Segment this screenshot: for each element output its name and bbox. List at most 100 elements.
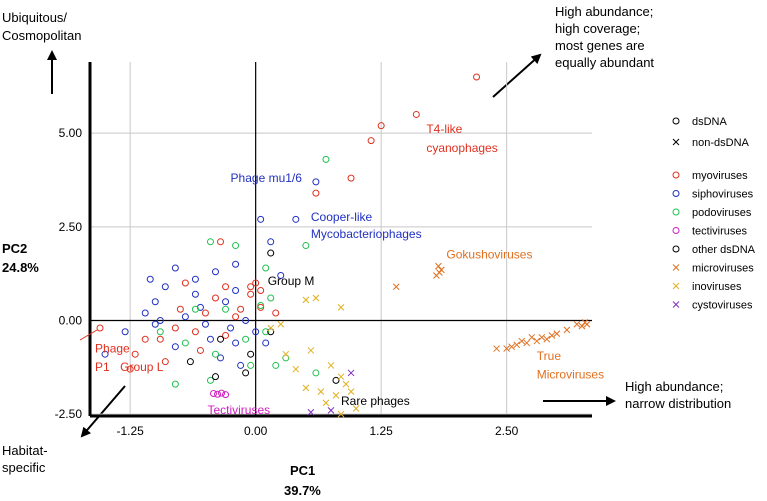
annotation-label: Gokushoviruses [446,248,532,262]
point-microviruses-stroke-b [392,283,400,291]
legend: dsDNA non-dsDNA myoviruses siphoviruses podo… [672,116,756,312]
point-inoviruses [337,410,345,418]
arrow-up-right-high-coverage [492,53,542,98]
point-inoviruses [317,388,325,396]
point-microviruses-stroke-b [518,337,526,345]
legend-marker [672,171,680,179]
note-cosmopolitan-line1: Ubiquitous/ [2,10,67,25]
point-myoviruses [141,335,149,343]
x-axis-percent: 39.7% [284,483,321,498]
legend-label: tectiviruses [692,226,748,238]
legend-label: microviruses [692,263,754,275]
point-myoviruses [232,313,240,321]
annotation-label: Group L [120,360,164,374]
point-siphoviruses [171,343,179,351]
y-tick-label: 5.00 [59,126,83,140]
axis-layer [88,62,592,418]
legend-marker [672,117,680,125]
point-microviruses [548,332,556,339]
point-siphoviruses [156,316,164,324]
point-siphoviruses [151,298,159,306]
point-microviruses-stroke-b [543,335,551,343]
point-siphoviruses [312,178,320,186]
point-inoviruses-stroke-b [347,388,355,396]
point-microviruses-stroke-b [523,339,531,347]
point-podoviruses [171,380,179,388]
point-myoviruses [347,174,355,182]
point-other-dsdna [247,350,255,358]
annotation-label: Microviruses [537,368,604,382]
point-inoviruses [332,392,340,399]
point-inoviruses [282,350,290,358]
annotation-label: Phage mu1/6 [231,171,303,185]
point-podoviruses [206,238,214,246]
point-inoviruses-stroke-b [317,388,325,396]
point-myoviruses [171,324,179,332]
legend-label: non-dsDNA [692,137,750,149]
point-inoviruses [322,399,330,407]
point-podoviruses [191,305,199,313]
point-myoviruses [161,358,169,366]
point-cystoviruses-stroke-b [327,407,335,414]
point-other-dsdna [212,373,219,381]
point-microviruses [433,272,440,279]
point-inoviruses-stroke-b [282,350,290,358]
point-myoviruses [237,305,245,313]
point-microviruses [563,326,571,334]
point-microviruses-stroke-b [433,272,440,279]
point-siphoviruses [237,361,245,369]
note-cosmopolitan-line2: Cosmopolitan [2,28,82,43]
point-podoviruses [322,155,330,163]
y-axis-percent: 24.8% [2,260,39,275]
point-microviruses [392,283,400,291]
note-high-coverage-line2: high coverage; [555,21,640,36]
annotation-label: T4-like [426,122,462,136]
point-myoviruses [181,279,189,287]
point-microviruses-stroke-b [581,318,589,326]
point-siphoviruses [277,272,285,280]
point-inoviruses-stroke-b [312,294,320,302]
point-myoviruses [377,122,385,130]
point-siphoviruses [191,275,199,283]
point-podoviruses [312,369,320,377]
point-inoviruses-stroke-b [337,373,345,381]
point-siphoviruses [161,283,169,291]
annotation-label: Cooper-like [311,210,373,224]
point-myoviruses [156,335,164,343]
point-myoviruses [96,324,104,332]
note-narrow-distribution-line2: narrow distribution [625,396,731,411]
point-microviruses-stroke-b [533,337,541,345]
point-microviruses-stroke-b [435,262,442,270]
point-tectiviruses [222,391,230,399]
legend-marker [672,245,680,253]
point-microviruses-stroke-b [508,343,516,351]
point-siphoviruses [141,309,149,317]
annotation-pointer-phage-p1 [79,329,98,341]
annotation-label: cyanophages [426,141,497,155]
point-myoviruses [201,309,209,317]
y-tick-label: 0.00 [59,313,83,327]
point-inoviruses [312,294,320,302]
point-siphoviruses [151,320,159,328]
point-myoviruses [412,110,420,118]
point-microviruses [528,333,536,341]
point-microviruses [503,345,511,352]
note-habitat-specific-line1: Habitat- [2,443,48,458]
point-myoviruses [252,279,260,287]
point-myoviruses [217,238,225,246]
legend-marker [672,282,680,290]
legend-label: other dsDNA [692,244,756,256]
point-inoviruses-stroke-b [337,304,345,311]
point-inoviruses-stroke-b [327,362,335,369]
point-podoviruses [247,361,255,369]
legend-label: podoviruses [692,207,752,219]
note-habitat-specific-line2: specific [2,460,46,475]
point-podoviruses [242,335,250,343]
point-siphoviruses [101,350,109,358]
legend-marker-stroke-b [672,264,680,271]
point-myoviruses [247,290,255,298]
point-cystoviruses-stroke-b [307,408,315,416]
point-inoviruses-stroke-b [307,347,315,354]
annotation-label: Phage [95,341,130,355]
